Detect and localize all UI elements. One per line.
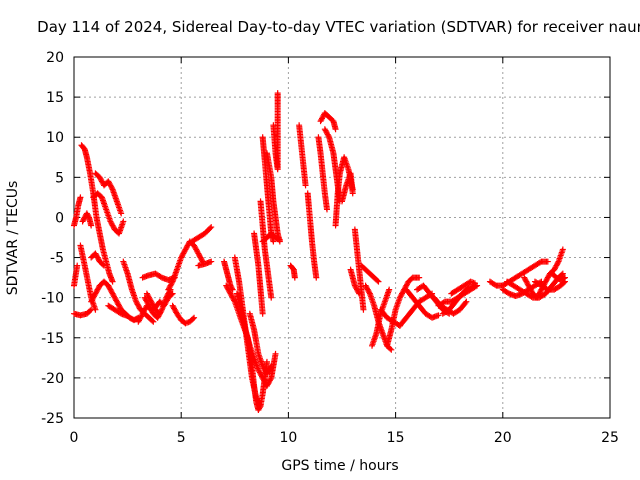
data-point [231,297,238,304]
data-point [208,224,215,231]
x-tick-label: 5 [177,430,186,446]
data-point [332,126,339,133]
data-point [109,278,116,285]
y-tick-label: 0 [55,210,64,226]
data-point [323,206,330,213]
data-point [101,262,108,269]
data-point [88,222,95,229]
data-point [349,190,356,197]
data-point [374,277,381,284]
data-point [416,274,423,281]
data-point [360,306,367,313]
plot-frame [73,56,611,419]
data-point [276,236,283,243]
y-tick-label: 20 [46,50,64,66]
y-axis-label: SDTVAR / TECUs [5,181,21,296]
data-point [554,259,561,266]
data-point [263,358,270,365]
axis-ticks: 0 5 10 15 20 25 -25 -20 -15 -10 -5 0 5 10 15 20 [41,50,619,446]
data-point [150,318,157,325]
y-tick-label: -10 [41,291,64,307]
data-point [313,274,320,281]
data-point [77,194,84,201]
data-point [74,262,81,269]
data-point [388,346,395,353]
x-tick-label: 0 [70,430,79,446]
data-point [267,364,274,371]
data-point [559,270,566,277]
data-point [155,309,162,316]
x-tick-label: 25 [601,430,619,446]
y-tick-label: -5 [50,251,64,267]
data-point [124,313,131,320]
data-point [463,298,470,305]
data-point [386,286,393,293]
grid-lines [74,57,610,418]
x-tick-label: 20 [494,430,512,446]
data-point [375,278,382,285]
data-point [356,290,363,297]
data-point [208,258,215,265]
data-point [462,299,469,306]
data-point [87,307,94,314]
data-point [207,225,214,232]
data-point [267,376,274,383]
data-point [366,289,373,296]
y-tick-label: -25 [41,411,64,427]
data-points [71,90,568,413]
data-point [270,238,277,245]
data-point [435,312,442,319]
data-point [99,261,106,268]
data-point [471,280,478,287]
data-point [256,401,263,408]
data-point [355,289,362,296]
data-point [272,350,279,357]
data-point [257,402,264,409]
y-tick-label: 5 [55,170,64,186]
data-point [191,314,198,321]
data-point [189,315,196,322]
data-point [149,317,156,324]
data-point [544,258,551,265]
data-point [268,294,275,301]
x-tick-label: 10 [279,430,297,446]
data-point [274,90,281,97]
data-point [92,306,99,313]
data-point [275,236,282,243]
data-point [291,274,298,281]
data-point [118,210,125,217]
y-tick-label: 15 [46,90,64,106]
x-tick-label: 15 [387,430,405,446]
data-point [268,362,275,369]
data-point [325,132,332,139]
data-point [85,213,92,220]
y-tick-label: 10 [46,130,64,146]
data-point [168,279,175,286]
data-point [108,185,115,192]
y-tick-label: -15 [41,331,64,347]
data-point [302,182,309,189]
data-point [559,246,566,253]
chart-title: Day 114 of 2024, Sidereal Day-to-day VTE… [37,18,640,36]
data-point [561,274,568,281]
data-point [120,218,127,225]
y-tick-label: -20 [41,371,64,387]
x-axis-label: GPS time / hours [281,458,398,474]
data-point [259,310,266,317]
data-point [387,345,394,352]
data-point [156,310,163,317]
data-point [560,275,567,282]
